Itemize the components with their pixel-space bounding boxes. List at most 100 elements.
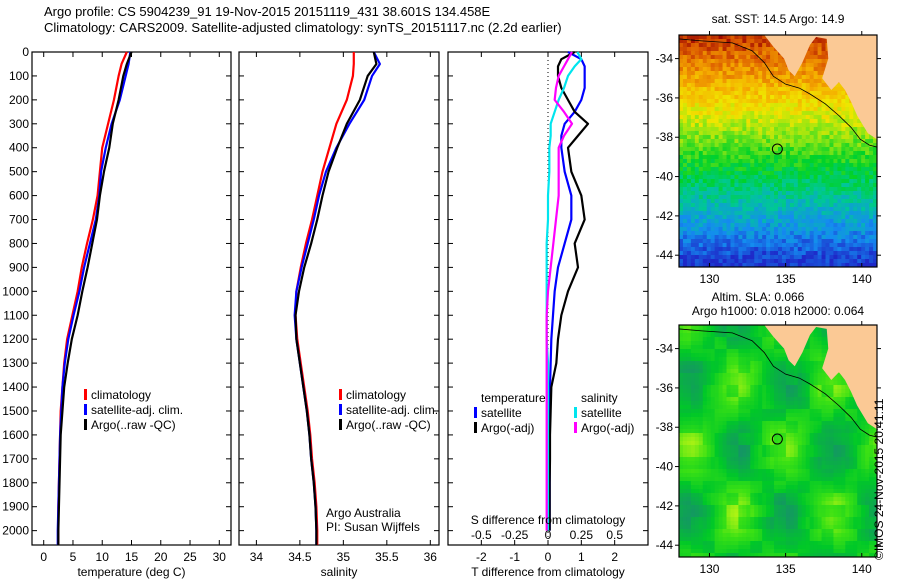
map-cell [778, 175, 783, 180]
map-cell [690, 429, 696, 434]
map-cell [714, 389, 720, 394]
map-cell [679, 255, 684, 260]
map-cell [718, 369, 724, 374]
map-cell [694, 99, 700, 104]
map-cell [853, 139, 858, 144]
map-cell [734, 63, 739, 68]
map-cell [738, 247, 743, 252]
map-cell [837, 425, 842, 430]
map-cell [726, 449, 732, 454]
map-cell [778, 63, 783, 68]
map-cell [766, 79, 771, 84]
map-cell [742, 433, 747, 438]
map-cell [805, 171, 811, 176]
map-cell [746, 195, 751, 200]
map-cell [817, 227, 823, 232]
map-cell [809, 207, 815, 212]
map-cell [682, 163, 688, 168]
map-cell [805, 361, 811, 366]
map-cell [813, 325, 819, 330]
map-cell [722, 421, 728, 426]
map-cell [817, 385, 823, 390]
map-cell [738, 369, 743, 374]
map-cell [714, 71, 720, 76]
map-cell [789, 195, 795, 200]
map-cell [698, 139, 704, 144]
map-cell [849, 143, 854, 148]
map-cell [809, 199, 815, 204]
map-cell [809, 139, 815, 144]
map-cell [833, 405, 838, 410]
map-cell [706, 203, 712, 208]
map-cell [774, 191, 779, 196]
map-cell [714, 163, 720, 168]
map-cell [758, 191, 763, 196]
map-cell [718, 203, 724, 208]
map-cell [821, 425, 827, 430]
map-cell [690, 43, 696, 48]
map-cell [766, 175, 771, 180]
map-cell [718, 135, 724, 140]
map-cell [793, 107, 799, 112]
map-cell [706, 83, 712, 88]
map-cell [710, 365, 716, 370]
map-cell [679, 63, 684, 68]
map-cell [845, 235, 850, 240]
map-cell [682, 235, 688, 240]
map-cell [730, 199, 736, 204]
map-cell [813, 461, 819, 466]
map-cell [793, 87, 799, 92]
map-cell [813, 111, 819, 116]
map-cell [841, 445, 846, 450]
map-cell [766, 231, 771, 236]
map-cell [702, 103, 708, 108]
map-cell [742, 417, 747, 422]
map-cell [857, 449, 862, 454]
map-cell [829, 437, 835, 442]
map-cell [833, 195, 838, 200]
map-cell [821, 111, 827, 116]
map-cell [801, 151, 807, 156]
map-cell [682, 457, 688, 462]
map-cell [710, 155, 716, 160]
map-cell [766, 465, 771, 470]
map-cell [742, 63, 747, 68]
map-cell [726, 401, 732, 406]
map-cell [801, 365, 807, 370]
map-cell [706, 325, 712, 330]
map-cell [781, 179, 787, 184]
map-cell [785, 243, 791, 248]
map-cell [702, 349, 708, 354]
map-cell [849, 457, 854, 462]
map-cell [837, 243, 842, 248]
map-cell [758, 353, 763, 358]
map-cell [694, 151, 700, 156]
map-cell [722, 99, 728, 104]
map-cell [698, 99, 704, 104]
map-cell [750, 361, 755, 366]
map-cell [762, 43, 767, 48]
map-cell [750, 377, 755, 382]
map-cell [686, 163, 692, 168]
map-cell [778, 393, 783, 398]
map-cell [758, 345, 763, 350]
map-cell [690, 167, 696, 172]
map-cell [809, 453, 815, 458]
map-cell [682, 369, 688, 374]
map-cell [722, 365, 728, 370]
y-tick-label: 400 [9, 141, 29, 155]
map-cell [714, 227, 720, 232]
map-cell [762, 345, 767, 350]
axes-box [31, 51, 232, 546]
map-cell [833, 381, 838, 386]
map-cell [722, 369, 728, 374]
map-cell [679, 35, 684, 40]
map-cell [809, 457, 815, 462]
map-cell [817, 361, 823, 366]
map-cell [698, 437, 704, 442]
map-cell [686, 207, 692, 212]
map-cell [722, 75, 728, 80]
map-cell [785, 251, 791, 256]
map-cell [821, 215, 827, 220]
map-cell [762, 187, 767, 192]
